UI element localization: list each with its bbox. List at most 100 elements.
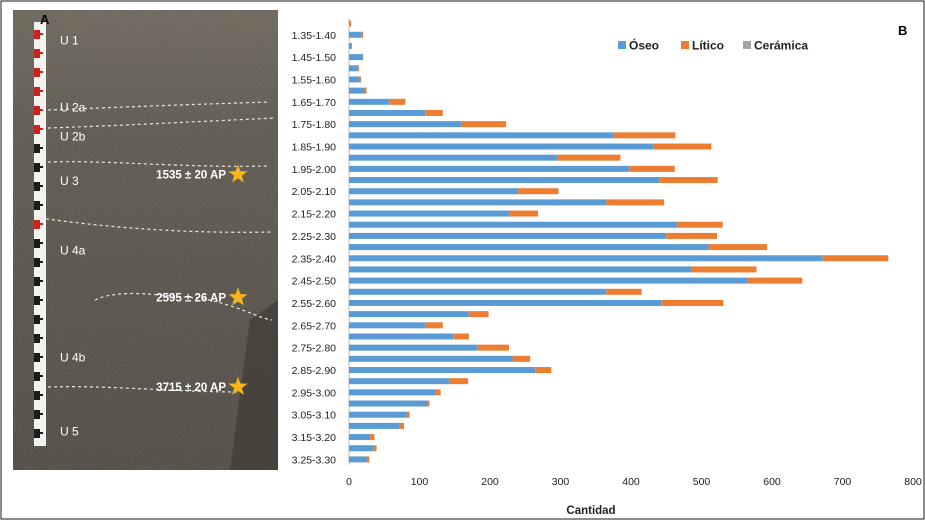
y-tick-3.15-3.20: 3.15-3.20 bbox=[292, 432, 337, 444]
legend-swatch-óseo bbox=[618, 41, 626, 49]
bar-lítico-2.70-2.75 bbox=[453, 333, 469, 340]
unit-boundary-line bbox=[39, 217, 273, 233]
scale-minor-tick bbox=[40, 71, 43, 73]
y-tick-labels: 1.35-1.40 1.45-1.50 1.55-1.60 1.65-1.70 1.75… bbox=[292, 30, 337, 467]
scale-tick bbox=[34, 201, 40, 210]
scale-tick bbox=[34, 353, 40, 362]
x-axis-title: Cantidad bbox=[566, 505, 615, 517]
scale-minor-tick bbox=[40, 318, 43, 320]
unit-label-u3: U 3 bbox=[60, 174, 79, 188]
bar-lítico-2.20-2.25 bbox=[676, 221, 723, 228]
scale-tick bbox=[34, 296, 40, 305]
x-tick-400: 400 bbox=[622, 476, 640, 488]
scale-tick bbox=[34, 87, 40, 96]
legend: Óseo Lítico Cerámica bbox=[618, 38, 808, 53]
unit-label-u4b: U 4b bbox=[60, 351, 86, 365]
bar-óseo-2.45-2.50 bbox=[349, 277, 748, 284]
bar-óseo-2.90-2.95 bbox=[349, 378, 450, 385]
bar-óseo-2.20-2.25 bbox=[349, 221, 677, 228]
y-tick-1.45-1.50: 1.45-1.50 bbox=[292, 52, 337, 64]
scale-minor-tick bbox=[40, 337, 43, 339]
scale-minor-tick bbox=[40, 261, 43, 263]
bar-lítico-3.25-3.30 bbox=[366, 456, 370, 463]
bar-óseo-3.20-3.25 bbox=[349, 445, 374, 452]
scale-tick bbox=[34, 277, 40, 286]
bar-óseo-1.75-1.80 bbox=[349, 121, 462, 128]
soil-profile-photo: U 1 U 2a U 2b U 3 U 4a U 4b U 5 1535 ± 20 AP 25… bbox=[13, 10, 278, 470]
bar-lítico-2.25-2.30 bbox=[666, 232, 718, 239]
bar-lítico-2.15-2.20 bbox=[509, 210, 538, 217]
x-tick-100: 100 bbox=[411, 476, 429, 488]
bar-lítico-2.35-2.40 bbox=[822, 255, 889, 262]
bar-lítico-1.70-1.75 bbox=[425, 109, 443, 116]
scale-minor-tick bbox=[40, 413, 43, 415]
bar-óseo-2.85-2.90 bbox=[349, 367, 536, 374]
bar-óseo-2.60-2.65 bbox=[349, 311, 469, 318]
bar-lítico-1.80-1.85 bbox=[613, 132, 676, 139]
scale-minor-tick bbox=[40, 280, 43, 282]
bar-óseo-3.00-3.05 bbox=[349, 400, 428, 407]
y-tick-3.25-3.30: 3.25-3.30 bbox=[292, 454, 337, 466]
unit-label-u5: U 5 bbox=[60, 424, 79, 438]
date-label: 3715 ± 20 AP bbox=[156, 382, 226, 394]
scale-minor-tick bbox=[40, 109, 43, 111]
legend-swatch-cerámica bbox=[743, 41, 751, 49]
scale-tick bbox=[34, 429, 40, 438]
bar-óseo-1.60-1.65 bbox=[349, 87, 365, 94]
bar-óseo-2.70-2.75 bbox=[349, 333, 454, 340]
unit-label-u2b: U 2b bbox=[60, 129, 86, 143]
bar-óseo-1.95-2.00 bbox=[349, 165, 629, 172]
bar-lítico-2.50-2.55 bbox=[606, 288, 642, 295]
scale-tick bbox=[34, 144, 40, 153]
bar-óseo-1.40-1.45 bbox=[349, 42, 352, 49]
bar-lítico-2.60-2.65 bbox=[468, 311, 489, 318]
y-tick-2.85-2.90: 2.85-2.90 bbox=[292, 365, 337, 377]
y-tick-2.95-3.00: 2.95-3.00 bbox=[292, 387, 337, 399]
bar-óseo-3.25-3.30 bbox=[349, 456, 367, 463]
bar-óseo-1.45-1.50 bbox=[349, 54, 364, 61]
bar-óseo-1.80-1.85 bbox=[349, 132, 614, 139]
y-tick-2.45-2.50: 2.45-2.50 bbox=[292, 276, 337, 288]
bar-óseo-3.10-3.15 bbox=[349, 422, 400, 429]
bar-lítico-2.00-2.05 bbox=[659, 177, 718, 184]
scale-tick bbox=[34, 125, 40, 134]
y-tick-2.75-2.80: 2.75-2.80 bbox=[292, 343, 337, 355]
bar-lítico-2.90-2.95 bbox=[449, 378, 469, 385]
bar-óseo-2.80-2.85 bbox=[349, 355, 513, 362]
scale-tick bbox=[34, 334, 40, 343]
unit-boundaries bbox=[39, 101, 276, 393]
scale-tick bbox=[34, 182, 40, 191]
bar-lítico-1.90-1.95 bbox=[556, 154, 621, 161]
scale-tick bbox=[34, 239, 40, 248]
bars bbox=[349, 20, 889, 463]
legend-swatch-lítico bbox=[681, 41, 689, 49]
bar-lítico-2.85-2.90 bbox=[535, 367, 552, 374]
bar-lítico-3.20-3.25 bbox=[373, 445, 377, 452]
scale-minor-tick bbox=[40, 223, 43, 225]
scale-tick bbox=[34, 391, 40, 400]
bar-lítico-1.55-1.60 bbox=[359, 76, 361, 83]
bar-lítico-3.15-3.20 bbox=[370, 434, 375, 441]
y-tick-1.35-1.40: 1.35-1.40 bbox=[292, 30, 337, 42]
scale-minor-tick bbox=[40, 356, 43, 358]
x-tick-labels: 0 100 200 300 400 500 600 700 800 bbox=[346, 476, 922, 488]
unit-boundary-line bbox=[47, 101, 271, 111]
bar-óseo-1.30-1.35 bbox=[349, 20, 350, 27]
date-label: 2595 ± 26 AP bbox=[156, 292, 226, 304]
bar-lítico-2.95-3.00 bbox=[435, 389, 441, 396]
y-tick-2.25-2.30: 2.25-2.30 bbox=[292, 231, 337, 243]
y-tick-2.35-2.40: 2.35-2.40 bbox=[292, 253, 337, 265]
bar-lítico-1.65-1.70 bbox=[389, 98, 406, 105]
bar-lítico-3.00-3.05 bbox=[427, 400, 430, 407]
bar-óseo-2.75-2.80 bbox=[349, 344, 478, 351]
bar-lítico-2.30-2.35 bbox=[708, 244, 768, 251]
bar-lítico-3.10-3.15 bbox=[399, 422, 404, 429]
legend-label-cerámica: Cerámica bbox=[754, 39, 808, 53]
scale-tick bbox=[34, 163, 40, 172]
profile-scale bbox=[34, 22, 46, 446]
bar-óseo-2.50-2.55 bbox=[349, 288, 607, 295]
scale-tick bbox=[34, 49, 40, 58]
bar-óseo-2.35-2.40 bbox=[349, 255, 823, 262]
bar-lítico-3.05-3.10 bbox=[406, 411, 410, 418]
scale-minor-tick bbox=[40, 128, 43, 130]
